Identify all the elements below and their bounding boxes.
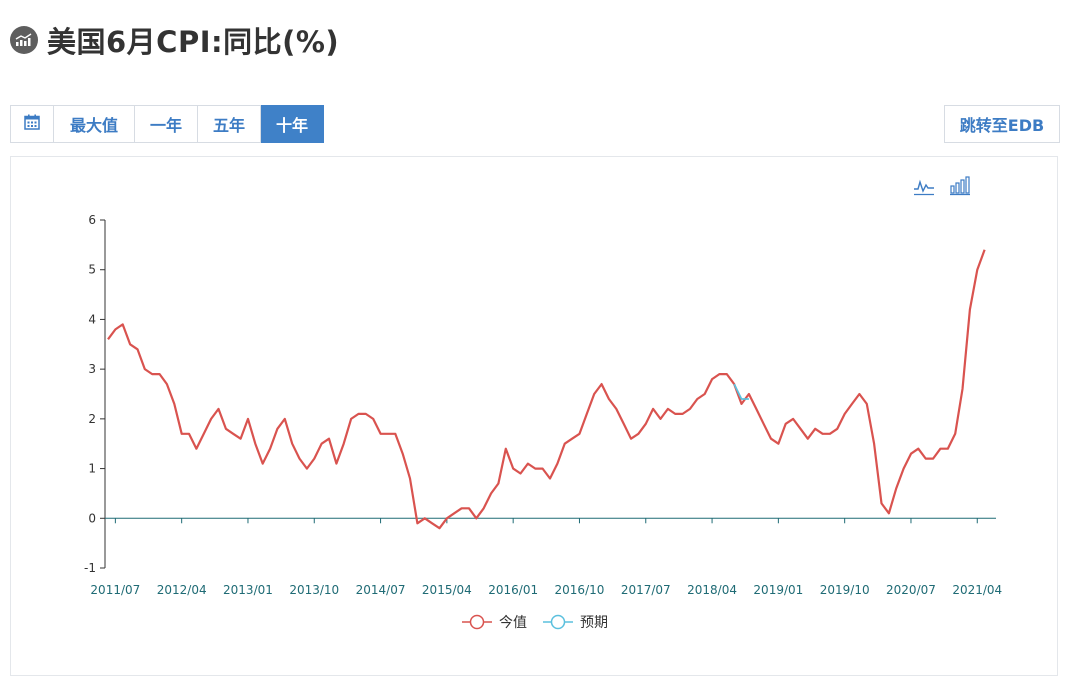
x-tick-label: 2014/07 <box>356 583 406 597</box>
series-line-forecast <box>733 383 749 400</box>
range-toolbar: 最大值 一年 五年 十年 <box>10 105 324 143</box>
x-tick-label: 2015/04 <box>422 583 472 597</box>
y-axis: -1 0 1 2 3 4 5 6 <box>84 213 106 575</box>
y-tick-label: 6 <box>88 213 96 227</box>
y-tick-label: 4 <box>88 312 96 326</box>
legend-label: 预期 <box>580 615 608 631</box>
x-tick-label: 2011/07 <box>90 583 140 597</box>
chart-trend-icon <box>10 26 38 54</box>
x-tick-label: 2016/10 <box>555 583 605 597</box>
page-title: 美国6月CPI:同比(%) <box>47 25 340 59</box>
x-tick-label: 2018/04 <box>687 583 737 597</box>
legend-item-actual[interactable]: 今值 <box>462 614 527 631</box>
x-tick-label: 2020/07 <box>886 583 936 597</box>
y-tick-label: 3 <box>88 362 96 376</box>
page-header: 美国6月CPI:同比(%) <box>10 18 339 62</box>
y-tick-label: -1 <box>84 561 96 575</box>
x-tick-label: 2012/04 <box>157 583 207 597</box>
series-line-actual <box>107 249 986 530</box>
legend-label: 今值 <box>499 615 527 631</box>
goto-edb-button[interactable]: 跳转至EDB <box>944 105 1060 143</box>
x-tick-label: 2013/01 <box>223 583 273 597</box>
y-tick-label: 1 <box>88 462 96 476</box>
calendar-button[interactable] <box>10 105 54 143</box>
range-5y-button[interactable]: 五年 <box>198 105 261 143</box>
y-tick-label: 5 <box>88 263 96 277</box>
x-tick-label: 2017/07 <box>621 583 671 597</box>
legend-marker <box>469 614 485 630</box>
range-10y-button[interactable]: 十年 <box>261 105 324 143</box>
range-max-button[interactable]: 最大值 <box>54 105 135 143</box>
line-chart-icon[interactable] <box>913 176 935 196</box>
x-axis: 2011/07 2012/04 2013/01 2013/10 2014/07 2015/… <box>90 517 1002 597</box>
y-tick-label: 2 <box>88 412 96 426</box>
chart-legend: 今值 预期 <box>462 614 608 631</box>
x-tick-label: 2013/10 <box>289 583 339 597</box>
calendar-icon <box>24 114 40 134</box>
series-layer <box>107 249 986 530</box>
legend-item-forecast[interactable]: 预期 <box>543 614 608 631</box>
bar-chart-icon[interactable] <box>949 176 971 196</box>
legend-marker <box>550 614 566 630</box>
chart-type-switcher <box>913 176 971 196</box>
x-tick-label: 2019/10 <box>820 583 870 597</box>
x-tick-label: 2021/04 <box>952 583 1002 597</box>
y-tick-label: 0 <box>88 511 96 525</box>
range-1y-button[interactable]: 一年 <box>135 105 198 143</box>
x-tick-label: 2016/01 <box>488 583 538 597</box>
x-tick-label: 2019/01 <box>753 583 803 597</box>
